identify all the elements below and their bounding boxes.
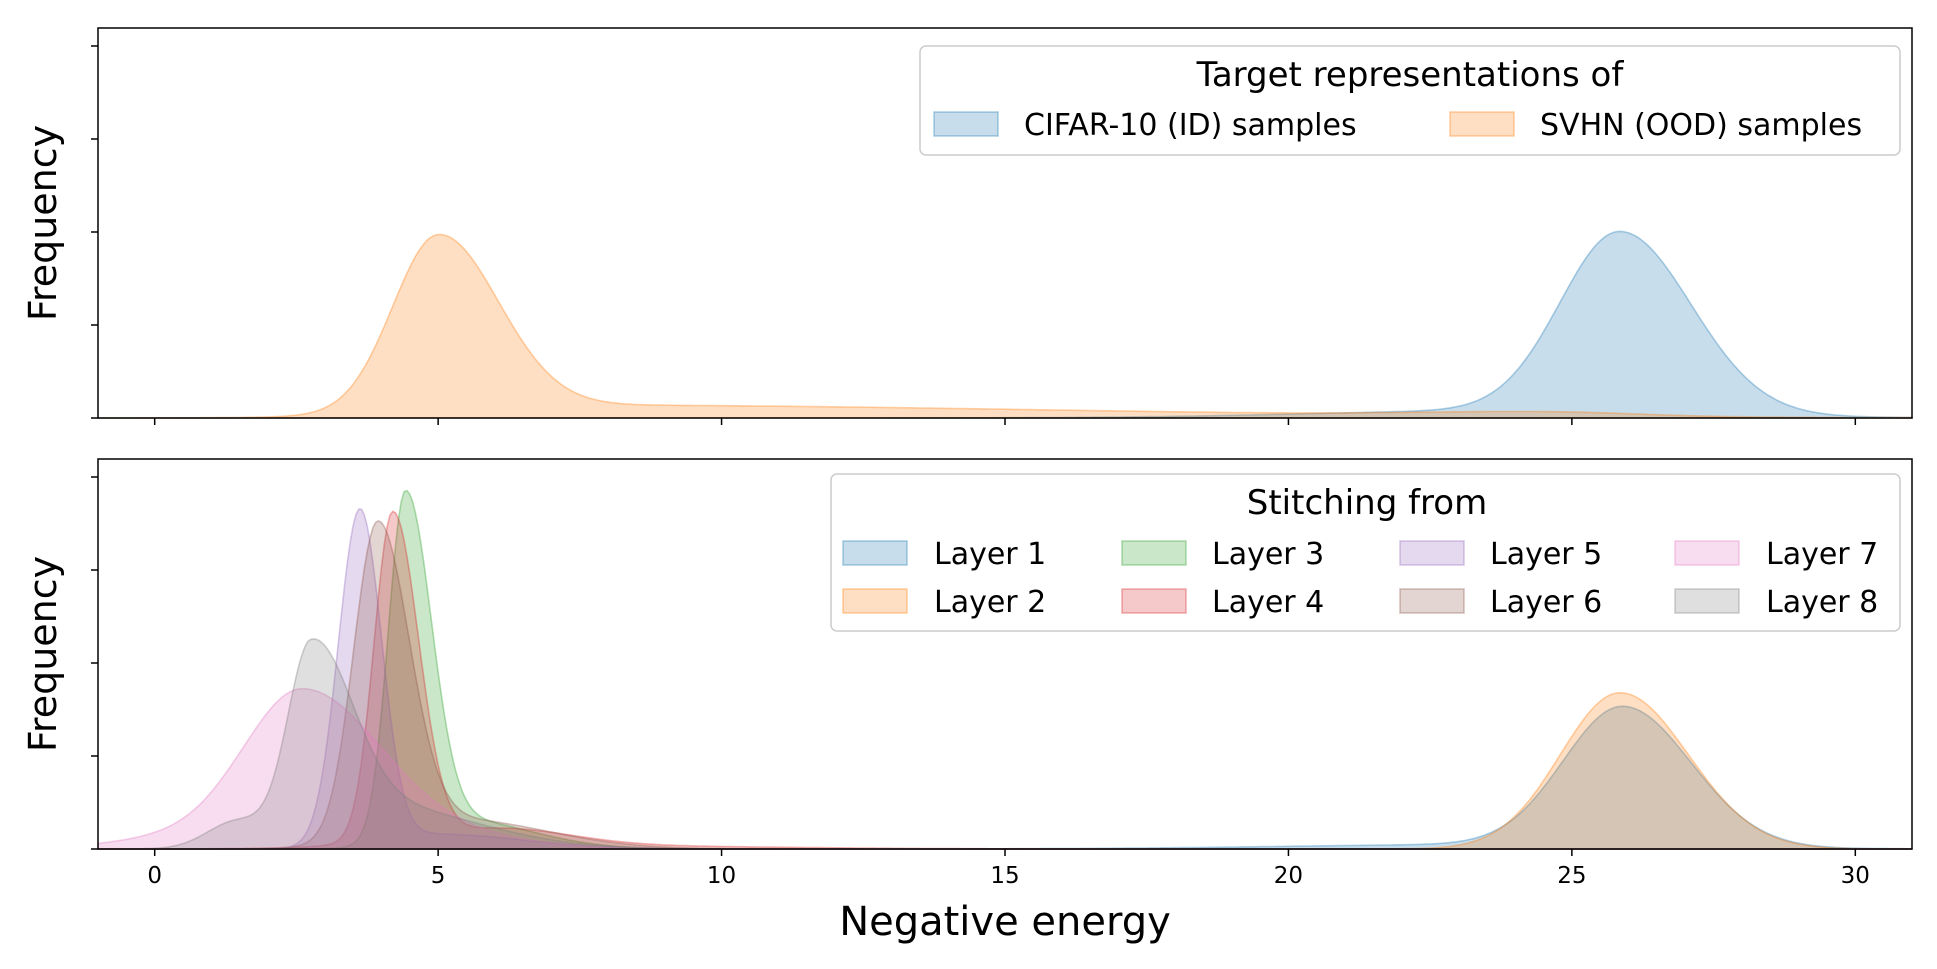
- legend-swatch-layer-2: [842, 588, 908, 614]
- top-x-ticks: [153, 418, 1857, 425]
- bottom-axes-frame: [97, 458, 1913, 850]
- bottom-x-tick-label: 20: [1274, 863, 1303, 889]
- legend-label-layer-6: Layer 6: [1490, 585, 1602, 620]
- legend-swatch-layer-7: [1674, 540, 1740, 566]
- legend-label-layer-8: Layer 8: [1766, 585, 1878, 620]
- x-axis-label: Negative energy: [839, 899, 1171, 945]
- top-y-axis-label: Frequency: [21, 125, 65, 321]
- legend-swatch-layer-4: [1121, 588, 1187, 614]
- legend-swatch-layer-6: [1399, 588, 1465, 614]
- bottom-y-ticks: [91, 476, 98, 850]
- top-legend: Target representations of CIFAR-10 (ID) …: [919, 45, 1901, 156]
- bottom-panel: 0 5 10 15 20 25 30 Frequency Stitching from La…: [21, 458, 1913, 889]
- bottom-y-axis-label: Frequency: [21, 556, 65, 752]
- legend-swatch-layer-5: [1399, 540, 1465, 566]
- top-panel: Frequency Target representations of CIFA…: [21, 27, 1913, 425]
- bottom-x-tick-label: 10: [707, 863, 736, 889]
- legend-label-svhn: SVHN (OOD) samples: [1540, 108, 1862, 143]
- legend-label-layer-3: Layer 3: [1212, 537, 1324, 572]
- bottom-legend: Stitching from Layer 1 Layer 2 Layer 3 L…: [830, 473, 1901, 632]
- legend-label-layer-1: Layer 1: [934, 537, 1046, 572]
- legend-swatch-layer-1: [842, 540, 908, 566]
- bottom-x-tick-label: 0: [147, 863, 162, 889]
- bottom-x-tick-label: 15: [990, 863, 1019, 889]
- bottom-legend-title: Stitching from: [1247, 483, 1487, 523]
- top-legend-box: [919, 45, 1901, 156]
- legend-label-cifar10: CIFAR-10 (ID) samples: [1024, 108, 1357, 143]
- legend-swatch-layer-3: [1121, 540, 1187, 566]
- legend-swatch-cifar10: [933, 111, 999, 137]
- top-axes-frame: [97, 27, 1913, 419]
- legend-label-layer-7: Layer 7: [1766, 537, 1878, 572]
- bottom-x-tick-label: 30: [1841, 863, 1870, 889]
- top-y-ticks: [91, 45, 98, 419]
- legend-label-layer-5: Layer 5: [1490, 537, 1602, 572]
- bottom-legend-box: [830, 473, 1901, 632]
- top-density-svhn-ood-samples: [98, 233, 1913, 419]
- legend-label-layer-2: Layer 2: [934, 585, 1046, 620]
- legend-swatch-svhn: [1449, 111, 1515, 137]
- legend-label-layer-4: Layer 4: [1212, 585, 1324, 620]
- legend-swatch-layer-8: [1674, 588, 1740, 614]
- bottom-x-tick-label: 25: [1557, 863, 1586, 889]
- bottom-x-tick-label: 5: [431, 863, 446, 889]
- bottom-x-ticks: 0 5 10 15 20 25 30: [147, 849, 1870, 889]
- top-legend-title: Target representations of: [1196, 55, 1625, 95]
